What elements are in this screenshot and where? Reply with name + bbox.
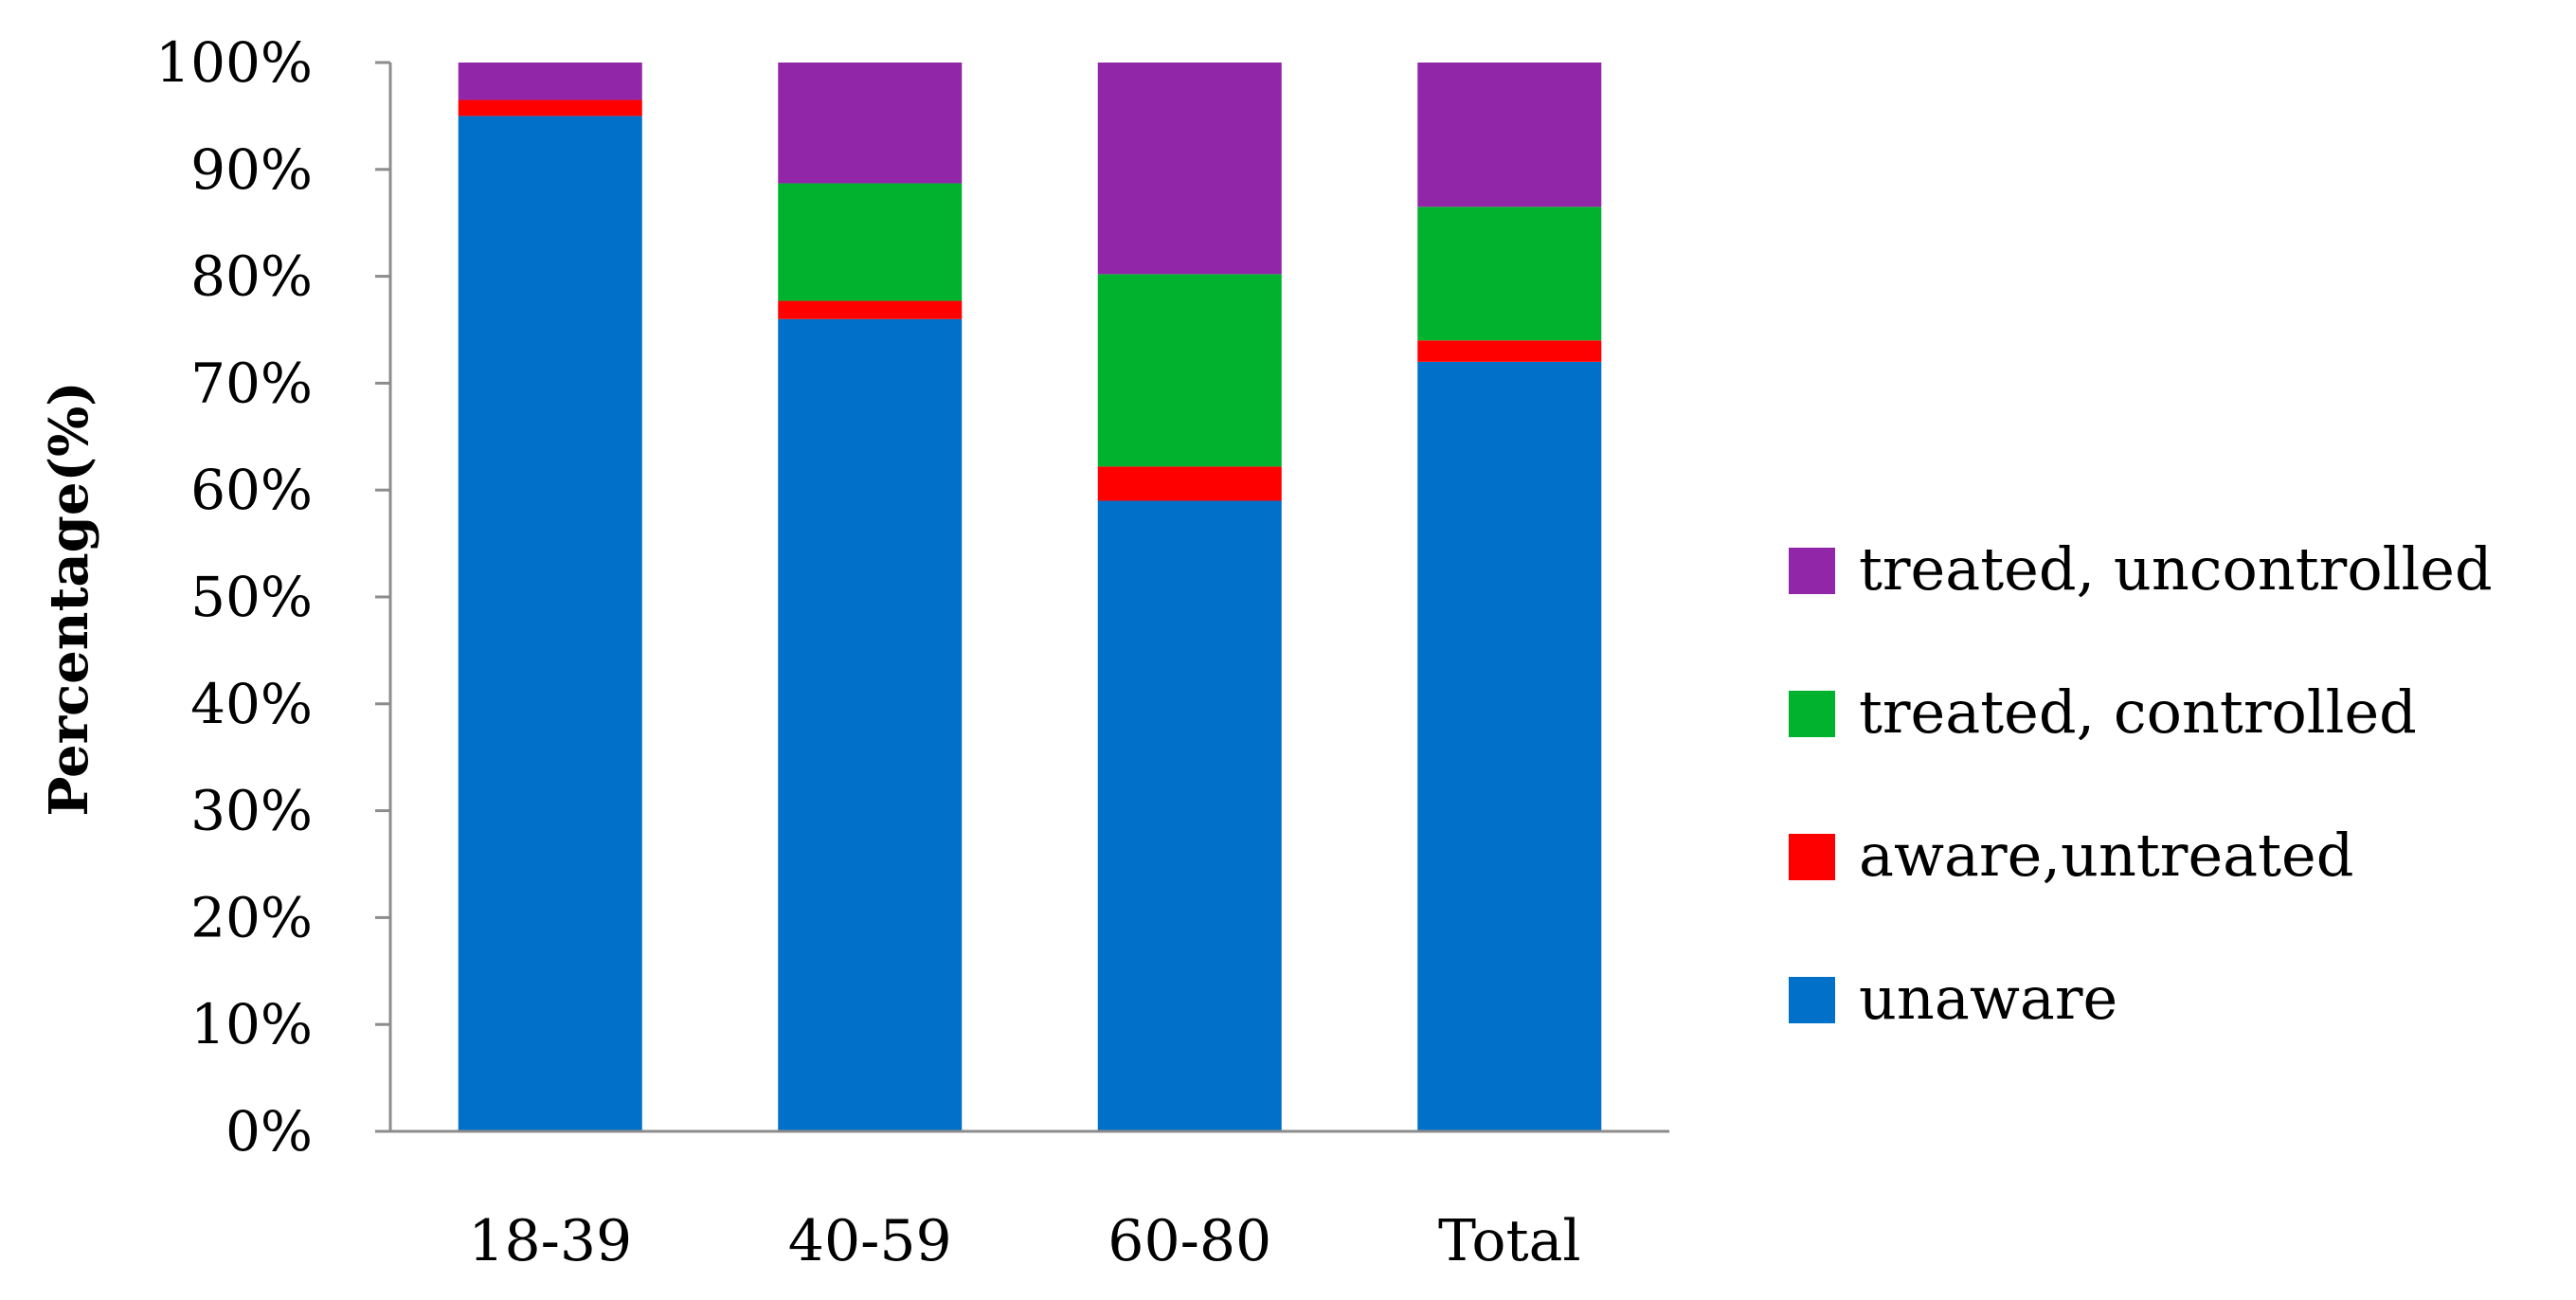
bar-aware-untreated-18-39 xyxy=(458,99,642,117)
bar-treated-controlled-total xyxy=(1417,207,1602,341)
y-tick-label: 90% xyxy=(190,137,313,202)
y-tick-label: 20% xyxy=(190,885,313,949)
bar-treated-uncontrolled-60-80 xyxy=(1097,63,1282,275)
bar-unaware-60-80 xyxy=(1097,500,1282,1131)
y-tick-label: 30% xyxy=(190,779,313,843)
legend-label-aware-untreated: aware,untreated xyxy=(1859,821,2353,890)
bar-aware-untreated-40-59 xyxy=(778,300,963,319)
y-tick-label: 100% xyxy=(155,30,313,95)
bar-unaware-total xyxy=(1417,361,1602,1132)
bar-treated-uncontrolled-total xyxy=(1417,63,1602,208)
y-tick-label: 50% xyxy=(190,565,313,629)
legend: treated, uncontrolled treated, controlled… xyxy=(1789,534,2493,1033)
y-tick-label: 70% xyxy=(190,351,313,415)
bar-aware-untreated-total xyxy=(1417,340,1602,362)
y-tick-label: 60% xyxy=(190,458,313,522)
bar-treated-controlled-60-80 xyxy=(1097,274,1282,467)
legend-swatch-aware-untreated xyxy=(1789,834,1835,880)
x-tick-labels: 18-39 40-59 60-80 Total xyxy=(468,1208,1580,1274)
legend-swatch-treated-uncontrolled xyxy=(1789,548,1835,594)
legend-label-treated-uncontrolled: treated, uncontrolled xyxy=(1859,534,2493,604)
y-axis-title: Percentage(%) xyxy=(38,381,100,816)
bar-unaware-40-59 xyxy=(778,318,963,1132)
bar-treated-uncontrolled-40-59 xyxy=(778,63,963,184)
bar-treated-controlled-40-59 xyxy=(778,183,963,301)
legend-label-unaware: unaware xyxy=(1859,964,2117,1033)
y-tick-labels: 0% 10% 20% 30% 40% 50% 60% 70% 80% 90% 100% xyxy=(155,30,313,1164)
y-tick-label: 10% xyxy=(190,992,313,1056)
legend-swatch-treated-controlled xyxy=(1789,691,1835,737)
y-tick-label: 80% xyxy=(190,244,313,309)
y-tick-label: 40% xyxy=(190,672,313,736)
bar-treated-uncontrolled-18-39 xyxy=(458,63,642,100)
bars-layer xyxy=(458,63,1602,1132)
x-tick-label-total: Total xyxy=(1438,1208,1581,1274)
x-tick-label-18-39: 18-39 xyxy=(468,1208,632,1274)
bar-aware-untreated-60-80 xyxy=(1097,466,1282,501)
legend-label-treated-controlled: treated, controlled xyxy=(1859,677,2417,747)
x-tick-label-40-59: 40-59 xyxy=(788,1208,952,1274)
y-tick-label: 0% xyxy=(225,1099,313,1164)
bar-unaware-18-39 xyxy=(458,116,642,1131)
axes-layer xyxy=(375,61,1669,1133)
x-tick-label-60-80: 60-80 xyxy=(1108,1208,1271,1274)
legend-swatch-unaware xyxy=(1789,977,1835,1023)
y-axis-title-group: Percentage(%) xyxy=(38,381,100,816)
